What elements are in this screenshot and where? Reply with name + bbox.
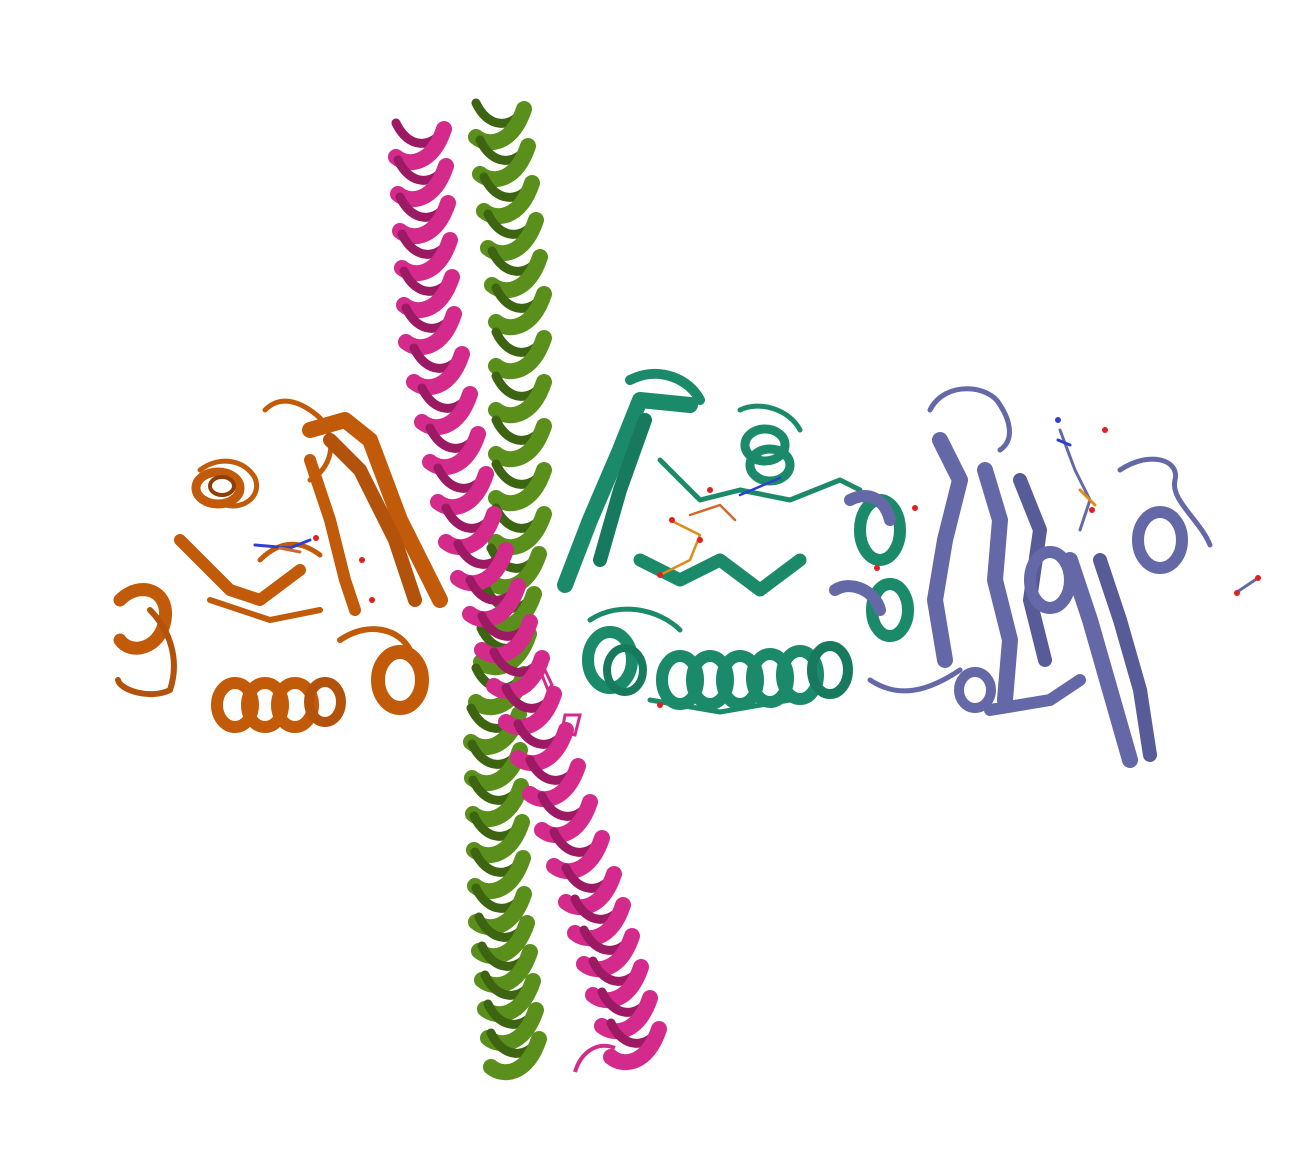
helix-turn-front <box>585 959 649 1009</box>
helix-turn-front <box>534 794 598 844</box>
helix-turn-front <box>488 506 552 556</box>
magenta-coiled-helix <box>388 118 667 1073</box>
teal-protein-domain <box>557 368 914 715</box>
helix-turn-front <box>576 928 640 978</box>
magenta-helix-tail <box>573 1043 616 1073</box>
helix-turn-front <box>398 306 462 356</box>
helix-turn-front <box>488 374 552 424</box>
helix-turn-front <box>488 330 552 380</box>
slate-protein-domain <box>829 386 1261 768</box>
orange-protein-domain <box>113 398 448 733</box>
helix-turn-front <box>430 466 494 516</box>
green-coiled-helix <box>463 98 552 1081</box>
magenta-small-ligands <box>540 666 582 737</box>
helix-turn-front <box>486 650 550 700</box>
helix-turn-front <box>558 866 622 916</box>
helix-turn-front <box>546 830 610 880</box>
helix-turn-front <box>414 386 478 436</box>
helix-turn-front <box>510 722 574 772</box>
helix-turn-front <box>488 462 552 512</box>
helix-turn-front <box>450 542 514 592</box>
helix-turn-front <box>438 506 502 556</box>
helix-turn-front <box>422 426 486 476</box>
helix-turn-front <box>498 686 562 736</box>
helix-turn-front <box>488 418 552 468</box>
helix-turn-front <box>567 897 631 947</box>
helix-turn-front <box>462 578 526 628</box>
helix-turn-front <box>594 990 658 1040</box>
helix-turn-front <box>603 1021 667 1071</box>
helix-turn-front <box>474 614 538 664</box>
helix-turn-front <box>488 286 552 336</box>
helix-turn-front <box>483 1031 547 1081</box>
helix-turn-front <box>406 346 470 396</box>
helix-turn-front <box>522 758 586 808</box>
